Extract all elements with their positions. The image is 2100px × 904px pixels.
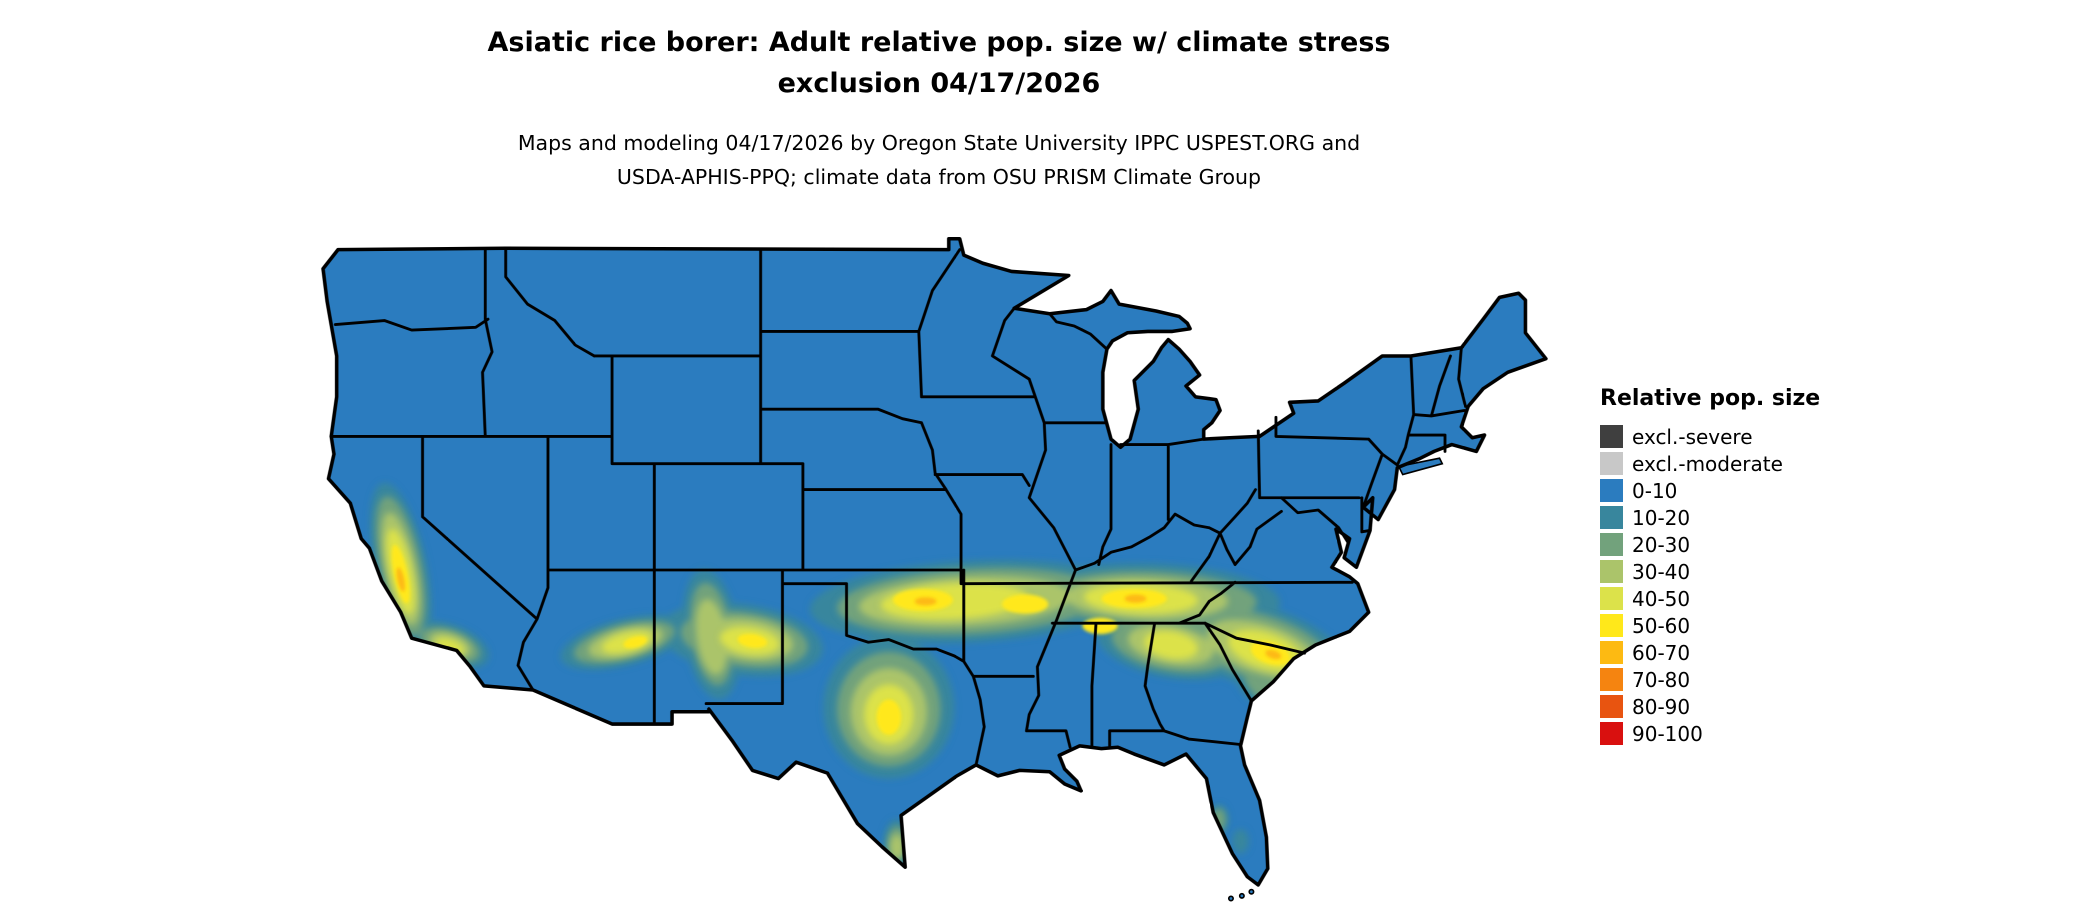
legend-item-label: 30-40	[1632, 559, 1691, 584]
florida-keys-island	[1238, 892, 1245, 899]
color-swatch	[1600, 614, 1623, 637]
legend-item-label: 70-80	[1632, 667, 1691, 692]
legend-item: 50-60	[1600, 612, 1820, 639]
us-map-svg	[321, 236, 1548, 902]
color-swatch	[1600, 560, 1623, 583]
legend-item: 10-20	[1600, 504, 1820, 531]
pop-blob	[1232, 829, 1249, 854]
legend-item: 30-40	[1600, 558, 1820, 585]
legend-item: 90-100	[1600, 720, 1820, 747]
page-title-line2: exclusion 04/17/2026	[777, 68, 1101, 99]
color-swatch	[1600, 533, 1623, 556]
legend-item-label: excl.-moderate	[1632, 451, 1783, 476]
pop-blob	[623, 636, 648, 649]
header: Asiatic rice borer: Adult relative pop. …	[0, 22, 1878, 194]
legend-item: 60-70	[1600, 639, 1820, 666]
pop-blob	[914, 597, 937, 606]
pop-blob	[396, 567, 405, 592]
legend-item-label: 50-60	[1632, 613, 1691, 638]
pop-blob	[737, 633, 768, 648]
us-map	[316, 236, 1557, 904]
legend-item-label: 20-30	[1632, 532, 1691, 557]
color-swatch	[1600, 425, 1623, 448]
color-swatch	[1600, 506, 1623, 529]
legend-item: excl.-severe	[1600, 423, 1820, 450]
color-swatch	[1600, 452, 1623, 475]
legend-item-label: 40-50	[1632, 586, 1691, 611]
subtitle-line2: USDA-APHIS-PPQ; climate data from OSU PR…	[616, 165, 1262, 189]
pop-blob	[890, 834, 904, 860]
pop-blob	[1144, 630, 1198, 660]
color-swatch	[1600, 695, 1623, 718]
pop-blob	[695, 598, 728, 675]
state-borders	[329, 248, 1467, 767]
legend-title: Relative pop. size	[1600, 386, 1821, 411]
legend-item-label: excl.-severe	[1632, 424, 1753, 449]
legend-item-label: 0-10	[1632, 478, 1678, 503]
pop-blob	[1082, 617, 1118, 635]
legend-item: 70-80	[1600, 666, 1820, 693]
legend-item-label: 90-100	[1632, 721, 1703, 746]
us-landmass	[323, 238, 1546, 885]
pop-blob	[1001, 594, 1049, 614]
pop-blob	[1124, 594, 1147, 603]
legend-item: 20-30	[1600, 531, 1820, 558]
legend-item: 40-50	[1600, 585, 1820, 612]
legend-item-label: 60-70	[1632, 640, 1691, 665]
pop-blob	[1265, 649, 1282, 660]
color-swatch	[1600, 668, 1623, 691]
pop-class-60-70	[396, 567, 1282, 660]
florida-keys-island	[1227, 895, 1234, 902]
long-island	[1397, 457, 1444, 476]
color-swatch	[1600, 479, 1623, 502]
subtitle-line1: Maps and modeling 04/17/2026 by Oregon S…	[517, 131, 1361, 155]
color-swatch	[1600, 641, 1623, 664]
subtitle: Maps and modeling 04/17/2026 by Oregon S…	[0, 126, 1878, 194]
legend-item: 80-90	[1600, 693, 1820, 720]
color-swatch	[1600, 587, 1623, 610]
legend-item-label: 10-20	[1632, 505, 1691, 530]
us-outline	[321, 236, 1548, 887]
legend-item: 0-10	[1600, 477, 1820, 504]
page-title-line1: Asiatic rice borer: Adult relative pop. …	[487, 27, 1391, 58]
legend-item-label: 80-90	[1632, 694, 1691, 719]
legend-item: excl.-moderate	[1600, 450, 1820, 477]
legend: Relative pop. size excl.-severe excl.-mode…	[1600, 386, 1820, 747]
pop-blob	[876, 699, 902, 735]
color-swatch	[1600, 722, 1623, 745]
